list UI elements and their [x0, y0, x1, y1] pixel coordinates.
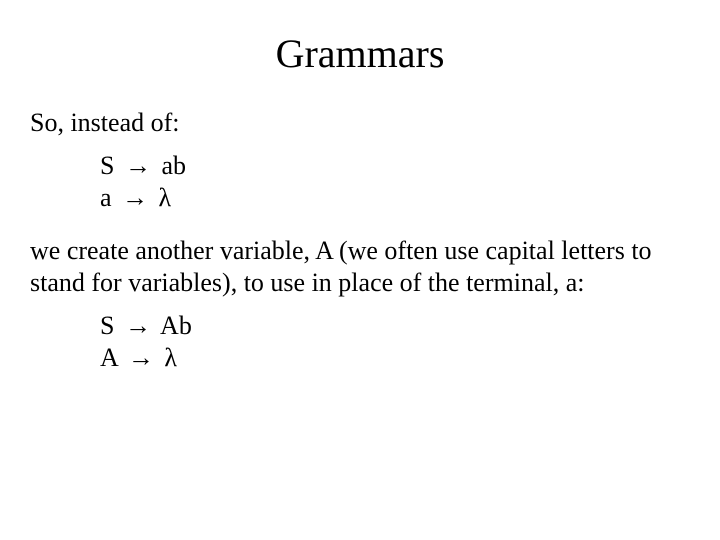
rule-rhs: λ	[159, 183, 172, 212]
rule-2-line-1: S → Ab	[100, 310, 690, 343]
arrow-icon: →	[121, 311, 155, 340]
intro-text: So, instead of:	[30, 107, 690, 140]
rule-1-line-1: S → ab	[100, 150, 690, 183]
arrow-icon: →	[124, 343, 158, 372]
rule-lhs: A	[100, 343, 117, 372]
rule-block-2: S → Ab A → λ	[100, 310, 690, 375]
rule-1-line-2: a → λ	[100, 182, 690, 215]
rule-lhs: a	[100, 183, 112, 212]
rule-lhs: S	[100, 151, 114, 180]
rule-rhs: λ	[164, 343, 177, 372]
rule-rhs: ab	[161, 151, 186, 180]
rule-block-1: S → ab a → λ	[100, 150, 690, 215]
rule-lhs: S	[100, 311, 114, 340]
arrow-icon: →	[118, 183, 152, 212]
rule-2-line-2: A → λ	[100, 342, 690, 375]
slide-title: Grammars	[30, 30, 690, 77]
arrow-icon: →	[121, 151, 155, 180]
slide: Grammars So, instead of: S → ab a → λ we…	[0, 0, 720, 540]
middle-text: we create another variable, A (we often …	[30, 235, 690, 300]
rule-rhs: Ab	[160, 311, 192, 340]
